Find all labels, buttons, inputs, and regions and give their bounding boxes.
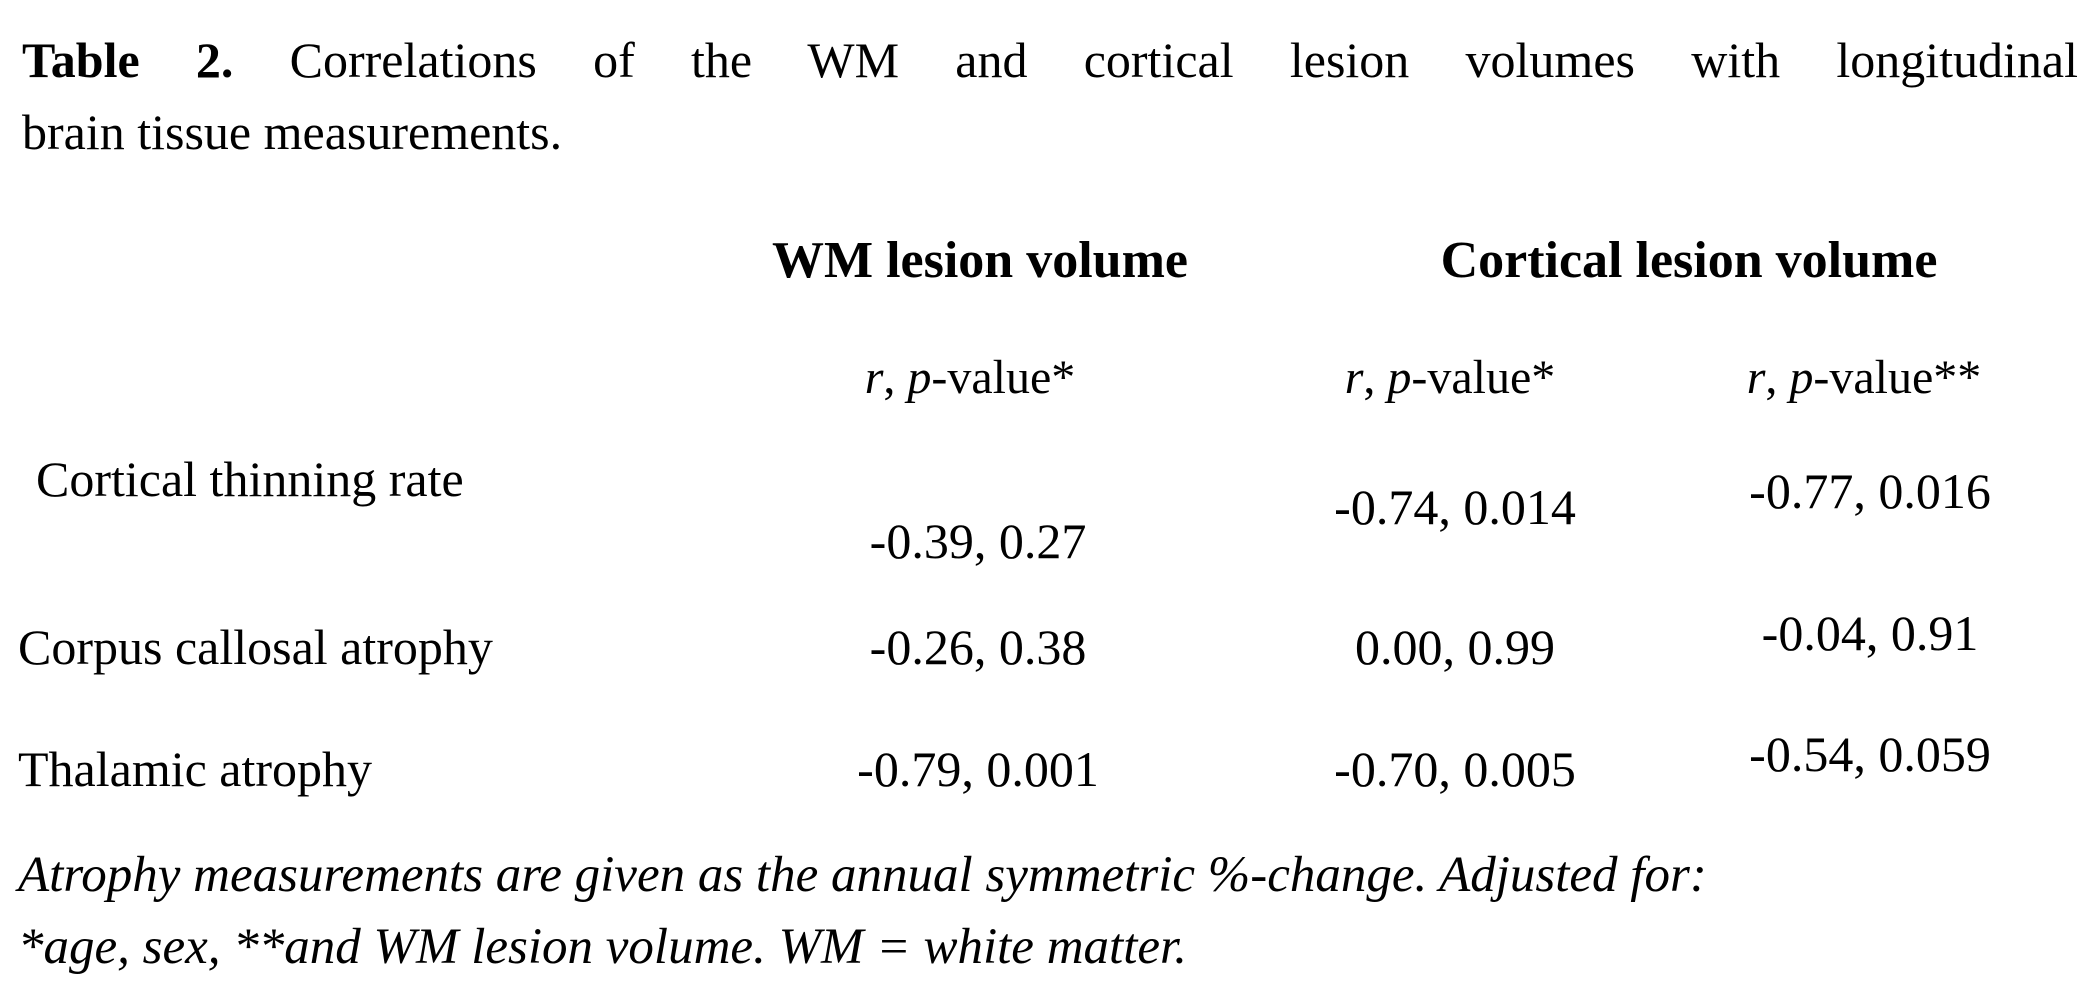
row-label-cortical-thinning-rate: Cortical thinning rate — [36, 451, 464, 507]
r-symbol: r — [1344, 351, 1364, 404]
separator: , — [1765, 351, 1790, 404]
r-symbol: r — [864, 351, 884, 404]
cell-thalamic-wm: -0.79, 0.001 — [857, 741, 1099, 797]
cell-cortical-thinning-cortical-adj2: -0.77, 0.016 — [1749, 463, 1991, 519]
cell-cortical-thinning-cortical-adj1: -0.74, 0.014 — [1334, 479, 1576, 535]
footnote-line1: Atrophy measurements are given as the an… — [18, 847, 1707, 903]
subheader-cortical-r-p-value-adj2: r, p-value** — [1644, 351, 2084, 405]
table-caption-number: Table 2. — [22, 32, 234, 88]
row-label-corpus-callosal-atrophy: Corpus callosal atrophy — [18, 619, 493, 675]
subheader-cortical-r-p-value-adj1: r, p-value* — [1230, 351, 1670, 405]
separator: , — [1363, 351, 1388, 404]
r-symbol: r — [1746, 351, 1766, 404]
cell-corpus-callosal-wm: -0.26, 0.38 — [869, 619, 1087, 675]
column-header-cortical-lesion-volume: Cortical lesion volume — [1440, 232, 1938, 289]
cell-thalamic-cortical-adj1: -0.70, 0.005 — [1334, 741, 1576, 797]
column-header-wm-lesion-volume: WM lesion volume — [772, 232, 1188, 289]
cell-corpus-callosal-cortical-adj1: 0.00, 0.99 — [1355, 619, 1555, 675]
subheader-wm-r-p-value: r, p-value* — [750, 351, 1190, 405]
p-value-suffix: -value* — [1411, 351, 1556, 404]
table-caption-line2: brain tissue measurements. — [22, 104, 563, 160]
p-value-suffix: -value** — [1813, 351, 1982, 404]
cell-thalamic-cortical-adj2: -0.54, 0.059 — [1749, 726, 1991, 782]
table-caption-line1: Table 2. Correlations of the WM and cort… — [22, 28, 2078, 93]
cell-cortical-thinning-wm: -0.39, 0.27 — [869, 513, 1087, 569]
cell-corpus-callosal-cortical-adj2: -0.04, 0.91 — [1761, 605, 1979, 661]
table-caption-text: Correlations of the WM and cortical lesi… — [289, 32, 2079, 88]
p-symbol: p — [1789, 351, 1814, 404]
separator: , — [883, 351, 908, 404]
row-label-thalamic-atrophy: Thalamic atrophy — [18, 741, 373, 797]
p-symbol: p — [907, 351, 932, 404]
p-value-suffix: -value* — [931, 351, 1076, 404]
p-symbol: p — [1387, 351, 1412, 404]
footnote-line2: *age, sex, **and WM lesion volume. WM = … — [18, 919, 1187, 975]
